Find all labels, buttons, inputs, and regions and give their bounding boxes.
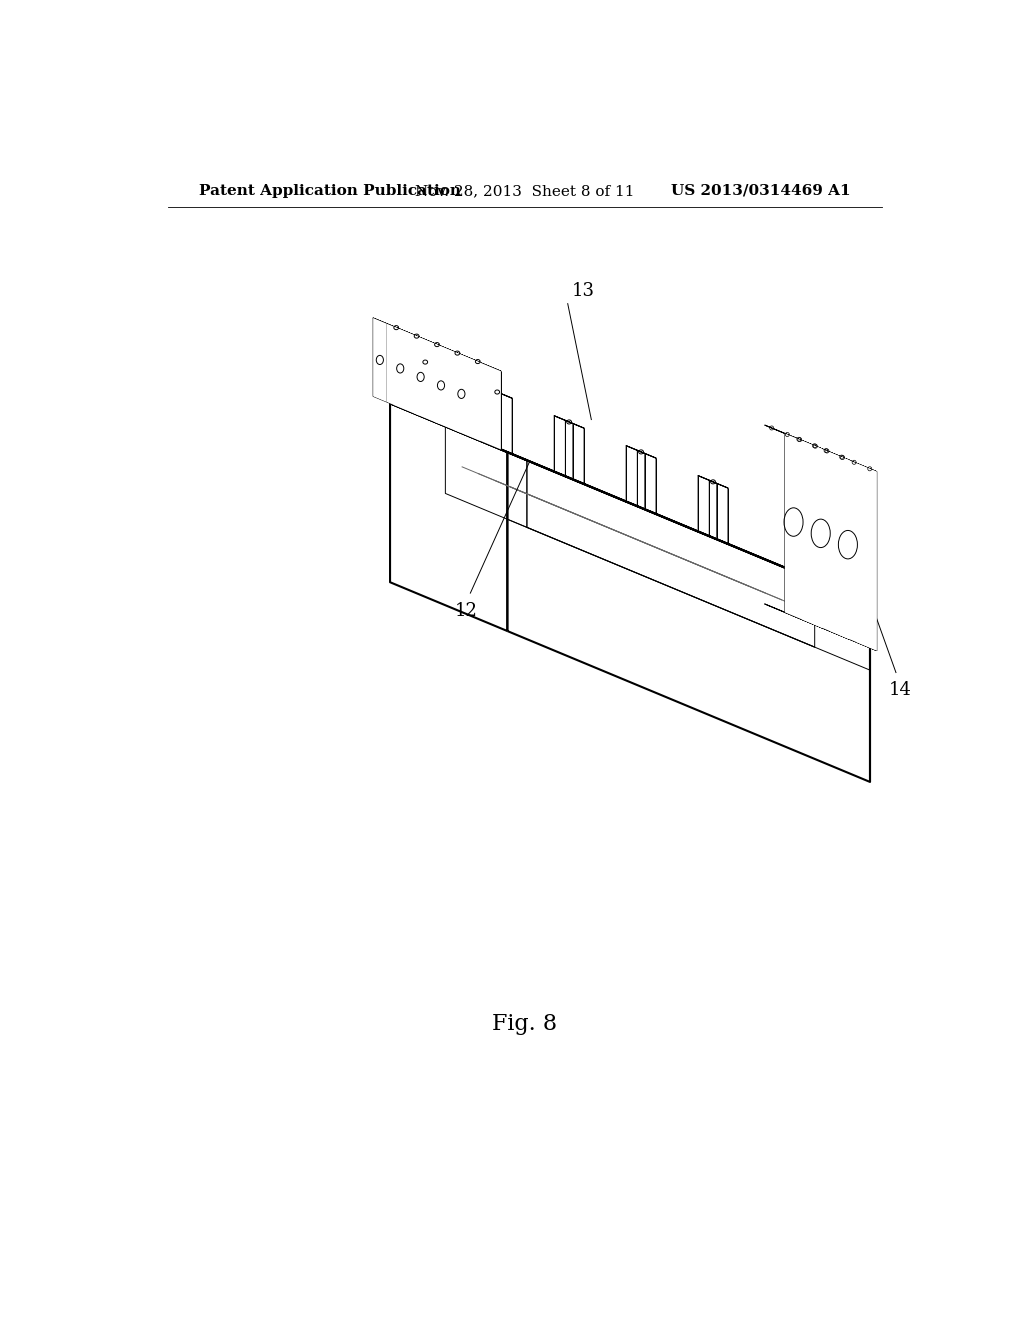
Polygon shape xyxy=(819,627,877,651)
Polygon shape xyxy=(393,326,407,411)
Text: 12: 12 xyxy=(455,602,477,619)
Polygon shape xyxy=(784,433,822,628)
Polygon shape xyxy=(434,343,480,363)
Polygon shape xyxy=(840,457,877,651)
Polygon shape xyxy=(373,318,419,337)
Polygon shape xyxy=(626,502,656,513)
Polygon shape xyxy=(407,333,439,424)
Polygon shape xyxy=(414,335,460,354)
Polygon shape xyxy=(390,404,870,603)
Polygon shape xyxy=(427,341,460,433)
Polygon shape xyxy=(390,404,507,631)
Text: US 2013/0314469 A1: US 2013/0314469 A1 xyxy=(671,183,850,198)
Polygon shape xyxy=(698,532,728,544)
Polygon shape xyxy=(455,352,501,371)
Polygon shape xyxy=(812,445,850,639)
Polygon shape xyxy=(393,326,439,346)
Polygon shape xyxy=(792,615,850,639)
Polygon shape xyxy=(414,335,427,418)
Polygon shape xyxy=(411,412,440,424)
Polygon shape xyxy=(856,463,877,651)
Text: 13: 13 xyxy=(571,282,595,300)
Text: Patent Application Publication: Patent Application Publication xyxy=(200,183,462,198)
Polygon shape xyxy=(373,318,386,401)
Polygon shape xyxy=(802,441,822,628)
Text: Nov. 28, 2013  Sheet 8 of 11: Nov. 28, 2013 Sheet 8 of 11 xyxy=(415,183,635,198)
Polygon shape xyxy=(829,451,850,639)
Text: Fig. 8: Fig. 8 xyxy=(493,1014,557,1035)
Polygon shape xyxy=(447,348,480,441)
Polygon shape xyxy=(468,358,501,449)
Polygon shape xyxy=(765,605,822,628)
Polygon shape xyxy=(482,442,512,454)
Text: 14: 14 xyxy=(889,681,911,700)
Polygon shape xyxy=(434,343,447,428)
Polygon shape xyxy=(386,323,419,416)
Polygon shape xyxy=(507,453,870,781)
Polygon shape xyxy=(455,352,468,436)
Polygon shape xyxy=(554,471,584,484)
